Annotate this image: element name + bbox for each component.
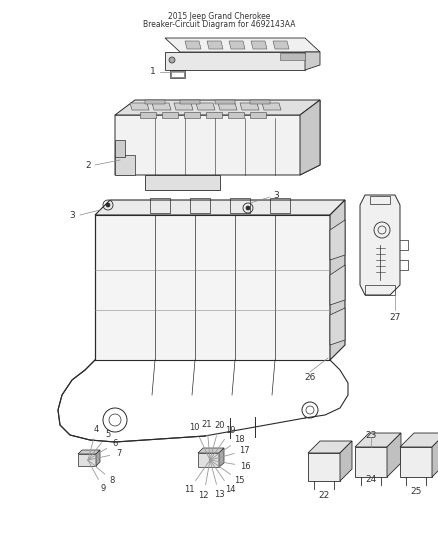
Polygon shape: [198, 453, 219, 467]
Polygon shape: [196, 103, 215, 110]
Text: 21: 21: [201, 419, 212, 429]
Polygon shape: [95, 200, 345, 215]
Polygon shape: [215, 100, 235, 104]
Polygon shape: [400, 433, 438, 447]
Polygon shape: [115, 155, 135, 175]
Text: 3: 3: [69, 211, 75, 220]
Polygon shape: [355, 447, 387, 477]
Polygon shape: [198, 448, 224, 453]
Text: 23: 23: [365, 431, 377, 440]
Text: 2015 Jeep Grand Cherokee: 2015 Jeep Grand Cherokee: [168, 12, 270, 21]
Polygon shape: [140, 112, 156, 118]
Polygon shape: [305, 52, 320, 70]
Text: 12: 12: [198, 491, 209, 500]
Polygon shape: [96, 450, 100, 466]
Text: 19: 19: [226, 426, 236, 435]
Text: 24: 24: [365, 475, 377, 484]
Polygon shape: [145, 175, 220, 190]
Polygon shape: [130, 103, 149, 110]
Polygon shape: [330, 220, 345, 260]
Polygon shape: [165, 52, 305, 70]
Polygon shape: [115, 140, 125, 157]
Polygon shape: [219, 448, 224, 467]
Text: 1: 1: [150, 68, 156, 77]
Text: 15: 15: [234, 476, 245, 485]
Polygon shape: [387, 433, 401, 477]
Circle shape: [246, 206, 250, 210]
Polygon shape: [432, 433, 438, 477]
Polygon shape: [300, 100, 320, 175]
Polygon shape: [262, 103, 281, 110]
Polygon shape: [240, 103, 259, 110]
Text: 13: 13: [214, 490, 225, 499]
Polygon shape: [228, 112, 244, 118]
Text: 18: 18: [234, 435, 245, 444]
Polygon shape: [250, 100, 270, 104]
Text: 3: 3: [273, 191, 279, 200]
Polygon shape: [165, 38, 320, 52]
Polygon shape: [162, 112, 178, 118]
Circle shape: [106, 203, 110, 207]
Text: 9: 9: [100, 484, 106, 492]
Circle shape: [169, 57, 175, 63]
Text: 22: 22: [318, 490, 330, 499]
Polygon shape: [184, 112, 200, 118]
Text: 11: 11: [184, 485, 194, 494]
Polygon shape: [273, 41, 289, 49]
Polygon shape: [207, 41, 223, 49]
Polygon shape: [95, 215, 330, 360]
Polygon shape: [180, 100, 200, 104]
Polygon shape: [145, 100, 165, 104]
Polygon shape: [218, 103, 237, 110]
Polygon shape: [251, 41, 267, 49]
Polygon shape: [340, 441, 352, 481]
Text: 5: 5: [105, 430, 110, 439]
Polygon shape: [250, 112, 266, 118]
Text: 25: 25: [410, 487, 422, 496]
Text: 8: 8: [110, 476, 115, 485]
Polygon shape: [355, 433, 401, 447]
Polygon shape: [78, 450, 100, 454]
Polygon shape: [308, 453, 340, 481]
Text: Breaker-Circuit Diagram for 4692143AA: Breaker-Circuit Diagram for 4692143AA: [143, 20, 295, 29]
Text: 27: 27: [389, 312, 401, 321]
Text: 17: 17: [240, 446, 250, 455]
Polygon shape: [229, 41, 245, 49]
Polygon shape: [280, 53, 305, 60]
Polygon shape: [115, 100, 320, 115]
Polygon shape: [330, 265, 345, 305]
Text: 16: 16: [240, 462, 251, 471]
Polygon shape: [78, 454, 96, 466]
Polygon shape: [152, 103, 171, 110]
Text: 10: 10: [190, 423, 200, 432]
Text: 4: 4: [94, 425, 99, 433]
Polygon shape: [330, 308, 345, 345]
Polygon shape: [174, 103, 193, 110]
Polygon shape: [206, 112, 222, 118]
Polygon shape: [400, 447, 432, 477]
Text: 7: 7: [117, 449, 122, 458]
Text: 2: 2: [85, 160, 91, 169]
Text: 26: 26: [304, 374, 316, 383]
Polygon shape: [185, 41, 201, 49]
Polygon shape: [360, 195, 400, 295]
Polygon shape: [330, 200, 345, 360]
Text: 20: 20: [214, 421, 225, 430]
Text: 6: 6: [113, 439, 118, 448]
Polygon shape: [115, 100, 320, 175]
Text: 14: 14: [226, 485, 236, 494]
Polygon shape: [308, 441, 352, 453]
